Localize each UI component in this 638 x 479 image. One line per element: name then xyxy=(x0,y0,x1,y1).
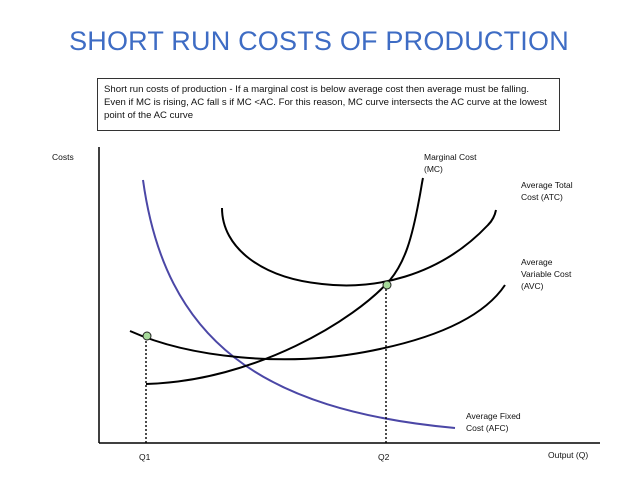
afc-label-line1: Average Fixed xyxy=(466,411,521,421)
atc-label-line2: Cost (ATC) xyxy=(521,192,563,202)
atc-min-marker xyxy=(382,280,392,290)
atc-label-line1: Average Total xyxy=(521,180,573,190)
explanation-box: Short run costs of production - If a mar… xyxy=(97,78,560,131)
afc-curve xyxy=(142,179,456,429)
mc-label-line2: (MC) xyxy=(424,164,443,174)
avc-curve xyxy=(129,284,506,361)
x-axis-label: Output (Q) xyxy=(548,450,588,460)
avc-label-line2: Variable Cost xyxy=(521,269,572,279)
mc-curve xyxy=(145,177,424,385)
afc-label-line2: Cost (AFC) xyxy=(466,423,509,433)
y-axis-label: Costs xyxy=(52,152,74,162)
mc-label-line1: Marginal Cost xyxy=(424,152,477,162)
avc-label-line3: (AVC) xyxy=(521,281,544,291)
avc-min-marker xyxy=(142,331,152,341)
avc-label-line1: Average xyxy=(521,257,553,267)
atc-curve xyxy=(221,207,497,287)
tick-label-q1: Q1 xyxy=(139,452,151,462)
tick-label-q2: Q2 xyxy=(378,452,390,462)
slide-title: SHORT RUN COSTS OF PRODUCTION xyxy=(69,26,569,56)
